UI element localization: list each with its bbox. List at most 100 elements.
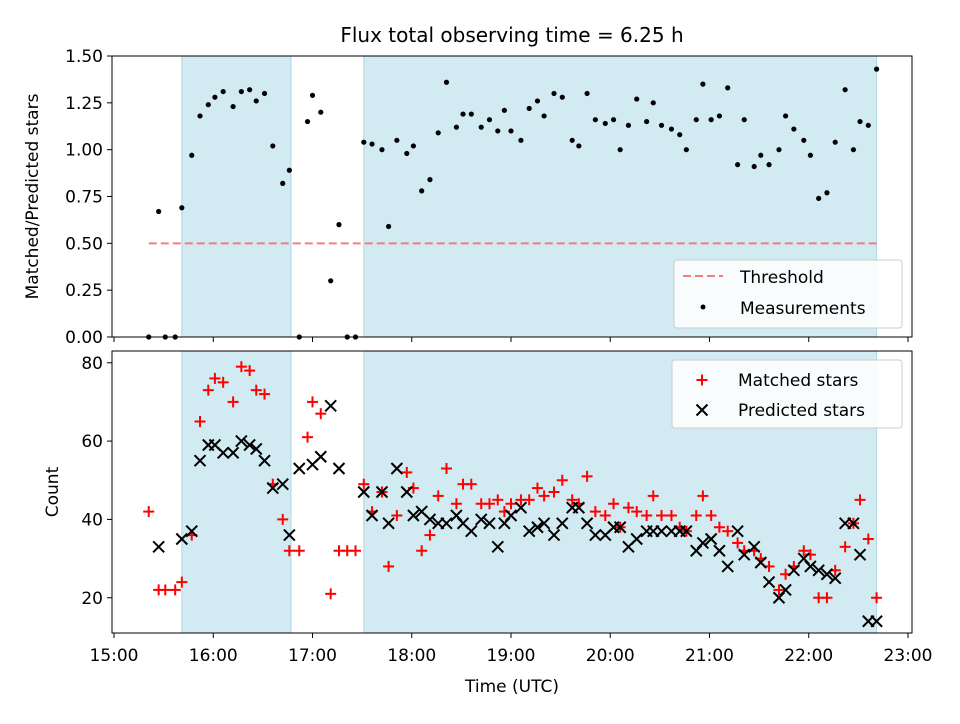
- matched-star-marker: [315, 408, 327, 420]
- matched-star-marker: [244, 365, 256, 377]
- predicted-star-marker: [332, 462, 346, 475]
- matched-star-marker: [656, 510, 668, 521]
- measurement-point: [824, 190, 830, 196]
- predicted-star-marker: [276, 477, 289, 491]
- measurement-point: [617, 147, 623, 153]
- matched-star-marker: [871, 592, 883, 604]
- matched-star-marker: [302, 431, 314, 443]
- legend-matched-label: Matched stars: [738, 371, 858, 391]
- matched-star-marker: [235, 361, 247, 373]
- predicted-star-marker-b: [812, 564, 825, 577]
- measurement-point: [758, 152, 764, 158]
- measurement-point: [873, 66, 880, 72]
- predicted-star-marker-b: [613, 521, 627, 534]
- predicted-star-marker: [522, 524, 536, 538]
- predicted-star-marker-b: [175, 532, 189, 546]
- measurement-point: [205, 102, 211, 108]
- predicted-star-marker: [193, 454, 207, 467]
- measurement-point: [501, 107, 507, 113]
- measurement-point: [842, 87, 848, 93]
- bottom-axes-frame: [111, 350, 913, 634]
- predicted-star-marker-b: [208, 438, 222, 452]
- predicted-star-marker-b: [456, 517, 470, 530]
- measurement-point: [782, 113, 789, 119]
- measurement-point: [801, 137, 807, 143]
- predicted-star-marker-b: [332, 462, 346, 475]
- predicted-star-marker: [747, 540, 761, 554]
- matched-star-marker: [523, 494, 535, 506]
- predicted-star-marker-b: [747, 540, 761, 554]
- legend-threshold-label: Threshold: [739, 268, 824, 288]
- measurement-point: [179, 205, 185, 211]
- matched-star-marker: [169, 584, 181, 596]
- predicted-star-marker: [613, 521, 627, 534]
- predicted-star-marker-b: [556, 517, 569, 530]
- predicted-star-marker: [762, 575, 776, 589]
- matched-star-marker: [391, 510, 403, 521]
- matched-star-marker: [665, 510, 677, 521]
- measurement-point: [634, 96, 640, 102]
- predicted-star-marker-b: [258, 454, 271, 467]
- measurement-point: [741, 117, 747, 123]
- measurement-point: [460, 111, 466, 117]
- y-tick-label: 1.50: [65, 47, 103, 67]
- y-tick-label: 20: [81, 589, 103, 609]
- measurement-point: [410, 143, 417, 149]
- x-tick-label: 16:00: [189, 646, 238, 666]
- measurement-point: [478, 124, 484, 130]
- matched-star-marker: [450, 498, 462, 510]
- measurement-point: [602, 120, 608, 127]
- predicted-star-marker-b: [423, 513, 437, 526]
- matched-star-marker: [202, 384, 214, 396]
- measurement-point: [807, 152, 814, 158]
- matched-star-marker: [277, 513, 289, 525]
- y-tick-label: 1.00: [65, 141, 103, 161]
- predicted-star-marker-b: [465, 524, 478, 538]
- measurement-point: [551, 90, 557, 97]
- measurement-point: [592, 117, 598, 123]
- predicted-star-marker-b: [754, 556, 767, 569]
- predicted-star-marker: [804, 560, 817, 573]
- legend-measurements-marker: [700, 304, 706, 310]
- predicted-star-marker: [324, 399, 337, 413]
- y-tick-label: 0.75: [65, 188, 103, 208]
- predicted-star-marker-b: [193, 454, 207, 467]
- predicted-star-marker-b: [820, 568, 834, 581]
- measurement-point: [361, 139, 367, 145]
- predicted-star-marker-b: [804, 560, 817, 573]
- measurement-point: [394, 137, 400, 143]
- predicted-star-marker: [465, 524, 478, 538]
- predicted-star-marker: [283, 528, 296, 542]
- legend-predicted-label: Predicted stars: [738, 401, 865, 421]
- predicted-star-marker-b: [185, 524, 198, 538]
- predicted-star-marker: [787, 564, 801, 577]
- matched-star-marker: [854, 494, 866, 506]
- matched-star-marker: [821, 592, 833, 604]
- predicted-star-marker-b: [853, 548, 867, 561]
- matched-star-marker: [713, 521, 725, 533]
- matched-star-marker: [194, 416, 206, 427]
- legend-predicted-marker: [695, 403, 709, 417]
- x-tick-label: 21:00: [685, 646, 734, 666]
- measurement-point: [857, 118, 863, 125]
- x-tick-label: 19:00: [487, 646, 536, 666]
- predicted-star-marker-b: [407, 509, 420, 522]
- matched-star-marker: [773, 584, 785, 596]
- measurement-point: [486, 117, 493, 123]
- bottom-y-axis-label: Count: [43, 466, 63, 517]
- predicted-star-marker-b: [475, 513, 488, 526]
- measurement-point: [247, 87, 253, 93]
- predicted-star-marker-b: [704, 532, 718, 546]
- predicted-star-marker: [235, 434, 248, 448]
- measurement-point: [668, 126, 675, 132]
- predicted-star-marker: [514, 501, 528, 514]
- predicted-star-marker: [226, 446, 240, 460]
- predicted-star-marker: [365, 509, 379, 522]
- predicted-star-marker: [475, 513, 488, 526]
- matched-star-marker: [622, 502, 634, 514]
- predicted-star-marker-b: [531, 521, 544, 534]
- predicted-star-marker-b: [504, 509, 518, 522]
- y-tick-label: 0.25: [65, 281, 103, 301]
